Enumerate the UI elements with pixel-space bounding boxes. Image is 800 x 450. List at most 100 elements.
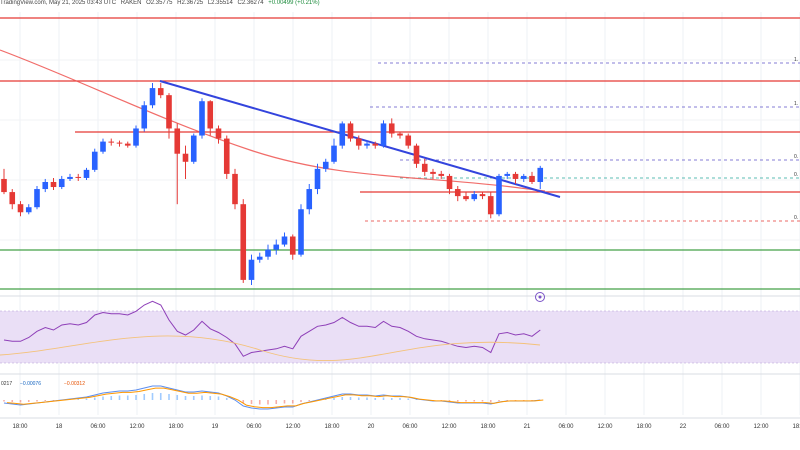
- candle-body: [223, 138, 230, 174]
- candle: [83, 167, 90, 180]
- replay-icon-dot: [538, 295, 542, 299]
- candle-body: [25, 207, 32, 213]
- x-tick-label: 06:00: [558, 424, 574, 430]
- candle: [479, 192, 486, 200]
- candle: [298, 204, 304, 257]
- candle: [149, 83, 156, 109]
- candle-body: [182, 153, 189, 162]
- candle-body: [298, 209, 304, 255]
- candle: [34, 186, 40, 210]
- candle: [17, 201, 24, 217]
- candle-body: [454, 189, 461, 197]
- x-tick-label: 18:00: [480, 424, 496, 430]
- candle-body: [108, 141, 115, 143]
- candle: [331, 138, 337, 164]
- candle: [166, 93, 172, 139]
- candle-body: [149, 88, 156, 106]
- candle-body: [174, 128, 181, 154]
- candle-body: [331, 145, 337, 162]
- candle: [207, 100, 214, 136]
- candle-body: [42, 181, 49, 190]
- candle-body: [157, 88, 164, 96]
- candle-body: [273, 244, 280, 250]
- x-tick-label: 18: [56, 424, 63, 430]
- source-label: TradingView.com, May 21, 2025 03:43 UTC: [0, 0, 117, 6]
- candle: [529, 171, 535, 184]
- ohlc-open: O2.35775: [146, 0, 173, 6]
- candle: [322, 158, 329, 172]
- candle: [281, 232, 288, 247]
- candle-body: [322, 161, 329, 169]
- candle: [314, 163, 321, 195]
- ohlc-close: C2.36274: [237, 0, 264, 6]
- fib-label: 1.: [794, 101, 798, 107]
- candle-body: [281, 236, 288, 245]
- x-tick-label: 19: [212, 424, 219, 430]
- candle: [9, 189, 16, 210]
- x-tick-label: 18:00: [12, 424, 28, 430]
- candle-body: [67, 176, 73, 179]
- candle: [364, 140, 370, 149]
- candle: [471, 191, 478, 202]
- candle-body: [504, 173, 511, 176]
- x-tick-label: 20: [368, 424, 375, 430]
- macd-line: [3, 385, 541, 410]
- candle: [504, 171, 511, 179]
- candle-body: [166, 95, 172, 129]
- x-tick-label: 12:00: [441, 424, 457, 430]
- candle: [512, 171, 519, 184]
- candle: [355, 135, 362, 150]
- x-tick-label: 06:00: [246, 424, 262, 430]
- candle: [430, 168, 436, 179]
- candle: [58, 175, 65, 190]
- exchange-label: RAKEN: [120, 0, 142, 6]
- x-tick-label: 18:00: [168, 424, 184, 430]
- x-tick-label: 18:00: [324, 424, 340, 430]
- candle-body: [17, 204, 24, 213]
- rsi-ma-line: [0, 335, 541, 361]
- candle: [116, 140, 123, 147]
- x-tick-label: 22: [680, 424, 687, 430]
- candle-body: [199, 101, 205, 136]
- fib-label: 1.: [794, 57, 798, 63]
- candle-body: [306, 189, 313, 210]
- candle: [256, 252, 263, 263]
- candle: [413, 143, 420, 168]
- x-tick-label: 12:00: [753, 424, 769, 430]
- x-tick-label: 06:00: [714, 424, 730, 430]
- candle: [306, 184, 313, 215]
- candle: [397, 131, 403, 139]
- candle: [133, 125, 139, 148]
- candle-body: [256, 256, 263, 260]
- candle: [380, 120, 387, 148]
- candle-body: [413, 145, 420, 164]
- candle-body: [240, 204, 247, 280]
- candle: [405, 133, 412, 149]
- candle: [520, 173, 527, 182]
- x-tick-label: 21: [524, 424, 531, 430]
- candle-body: [347, 123, 354, 139]
- candle: [182, 145, 189, 179]
- candle-body: [50, 181, 57, 188]
- candle: [141, 101, 148, 132]
- candle: [100, 138, 106, 154]
- candle-body: [124, 143, 131, 146]
- fib-label: 0.: [794, 154, 798, 160]
- candle-body: [520, 175, 527, 179]
- ohlc-high: H2.36725: [177, 0, 204, 6]
- candle: [50, 177, 57, 191]
- candle-body: [133, 128, 139, 146]
- candle-body: [1, 178, 7, 193]
- replay-icon: [535, 292, 545, 302]
- candle-body: [289, 236, 296, 255]
- candle-body: [83, 169, 90, 178]
- x-tick-label: 12:00: [129, 424, 145, 430]
- candle-body: [421, 163, 428, 172]
- candle: [487, 192, 494, 219]
- candle: [25, 204, 32, 215]
- ohlc-low: L2.35514: [207, 0, 233, 6]
- candle: [496, 173, 502, 217]
- candle-body: [479, 194, 486, 197]
